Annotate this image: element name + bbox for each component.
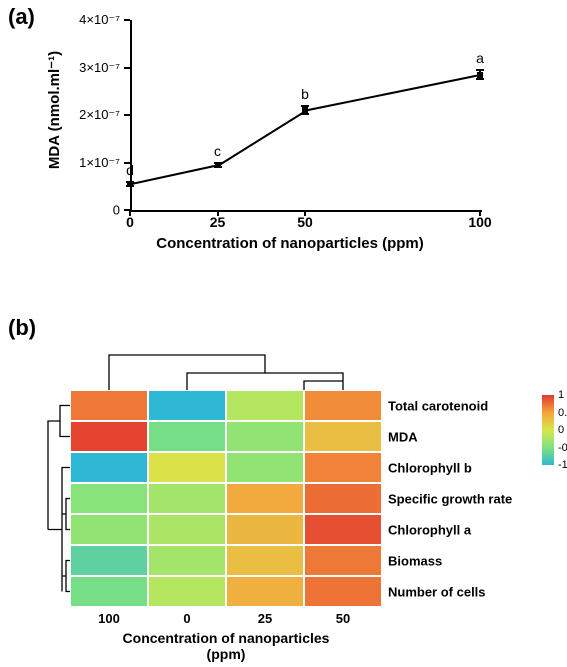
ytick-label: 3×10⁻⁷ (60, 60, 120, 76)
point-sig-label: b (301, 86, 309, 102)
heatmap-cell (70, 390, 148, 421)
heatmap-cell (304, 576, 382, 607)
point-sig-label: c (214, 143, 221, 159)
heatmap-colorbar (542, 395, 554, 465)
heatmap-row-label: Total carotenoid (388, 398, 488, 413)
heatmap-row-label: MDA (388, 429, 418, 444)
error-cap (214, 166, 222, 168)
heatmap-xlabel: Concentration of nanoparticles(ppm) (70, 630, 382, 662)
colorbar-tick: 0 (558, 424, 564, 436)
col-dendrogram (70, 345, 382, 390)
xtick-mark (217, 210, 219, 216)
heatmap-cell (148, 576, 226, 607)
heatmap-row-label: Number of cells (388, 584, 486, 599)
error-cap (214, 162, 222, 164)
ytick-label: 4×10⁻⁷ (60, 12, 120, 28)
ytick-label: 0 (60, 203, 120, 218)
heatmap-row-label: Biomass (388, 553, 442, 568)
ytick-mark (124, 19, 130, 21)
colorbar-tick: 0.5 (558, 407, 567, 419)
heatmap-col-label: 50 (336, 611, 350, 626)
point-sig-label: a (476, 50, 484, 66)
heatmap-cell (304, 421, 382, 452)
xtick-mark (304, 210, 306, 216)
heatmap-cell (70, 514, 148, 545)
heatmap-cell (304, 452, 382, 483)
error-cap (126, 185, 134, 187)
xtick-label: 100 (468, 214, 491, 230)
heatmap-cell (304, 390, 382, 421)
heatmap-cell (304, 545, 382, 576)
ytick-label: 2×10⁻⁷ (60, 107, 120, 123)
heatmap-col-label: 0 (183, 611, 190, 626)
heatmap-cell (70, 545, 148, 576)
heatmap-row-label: Specific growth rate (388, 491, 512, 506)
xtick-mark (129, 210, 131, 216)
heatmap-cell (226, 390, 304, 421)
heatmap: Concentration of nanoparticles(ppm) Tota… (40, 340, 550, 650)
ytick-mark (124, 67, 130, 69)
xtick-label: 25 (210, 214, 226, 230)
error-cap (301, 113, 309, 115)
heatmap-cell (148, 545, 226, 576)
ytick-mark (124, 114, 130, 116)
error-cap (126, 181, 134, 183)
error-cap (301, 105, 309, 107)
heatmap-cell (148, 514, 226, 545)
heatmap-cell (70, 483, 148, 514)
xtick-mark (479, 210, 481, 216)
heatmap-cell (226, 514, 304, 545)
mda-line-chart: MDA (nmol.ml⁻¹) Concentration of nanopar… (60, 10, 520, 260)
heatmap-cell (226, 545, 304, 576)
heatmap-cell (226, 452, 304, 483)
xtick-label: 50 (297, 214, 313, 230)
colorbar-tick: 1 (558, 389, 564, 401)
colorbar-tick: -0.5 (558, 442, 567, 454)
heatmap-col-label: 25 (258, 611, 272, 626)
heatmap-row-label: Chlorophyll b (388, 460, 472, 475)
heatmap-cell (304, 483, 382, 514)
error-cap (476, 69, 484, 71)
linechart-plot-area (130, 20, 482, 212)
point-sig-label: d (126, 162, 134, 178)
heatmap-cell (70, 452, 148, 483)
row-dendrogram (40, 390, 70, 607)
heatmap-cell (226, 483, 304, 514)
xtick-label: 0 (126, 214, 134, 230)
panel-b-label: (b) (8, 315, 36, 341)
heatmap-cell (226, 576, 304, 607)
heatmap-cell (70, 576, 148, 607)
heatmap-cell (148, 483, 226, 514)
heatmap-cell (70, 421, 148, 452)
panel-a-label: (a) (8, 4, 35, 30)
heatmap-cell (148, 390, 226, 421)
linechart-xlabel: Concentration of nanoparticles (ppm) (60, 235, 520, 252)
heatmap-col-label: 100 (98, 611, 120, 626)
heatmap-row-label: Chlorophyll a (388, 522, 471, 537)
error-cap (476, 78, 484, 80)
heatmap-cell (226, 421, 304, 452)
heatmap-cell (304, 514, 382, 545)
ytick-label: 1×10⁻⁷ (60, 155, 120, 171)
heatmap-cell (148, 452, 226, 483)
heatmap-cell (148, 421, 226, 452)
colorbar-tick: -1 (558, 459, 567, 471)
